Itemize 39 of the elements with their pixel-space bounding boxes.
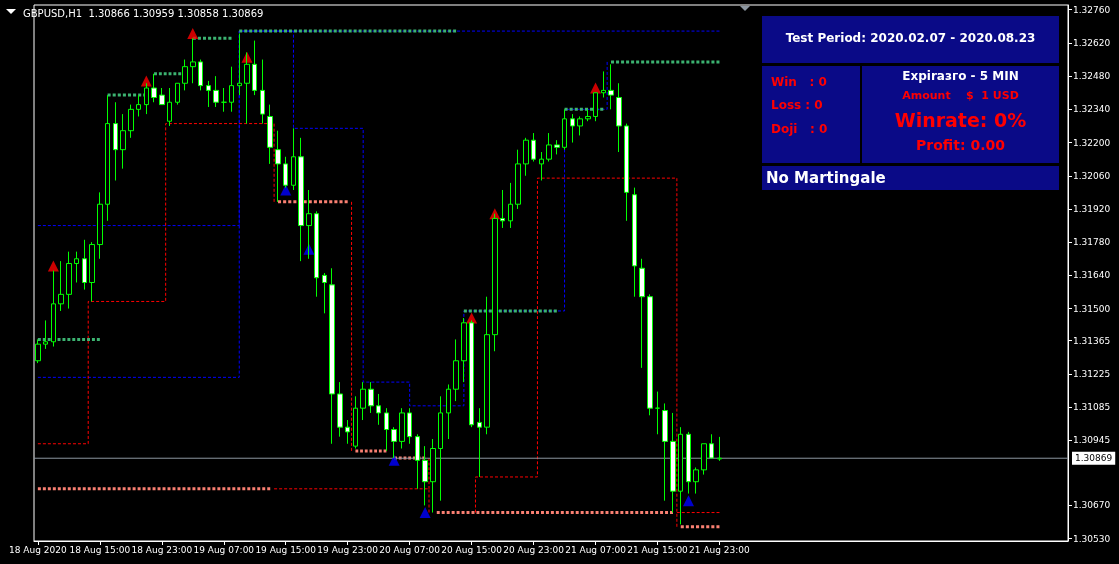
annotation: Win : 0: [771, 75, 827, 89]
annotation: Test Period: 2020.02.07 - 2020.08.23: [784, 31, 1037, 45]
y-tick-label: 1.31085: [1073, 402, 1111, 412]
y-tick-label: 1.31365: [1073, 335, 1111, 346]
annotation: Winrate: 0%: [893, 109, 1028, 131]
annotation: Expiraзго - 5 MIN: [901, 69, 1020, 83]
y-tick-label: 1.30670: [1073, 500, 1111, 511]
annotation: Amount $ 1 USD: [901, 89, 1020, 102]
y-tick-label: 1.32340: [1073, 104, 1111, 115]
annotation: Profit: 0.00: [915, 137, 1006, 153]
x-tick-label: 19 Aug 23:00: [317, 544, 379, 555]
y-tick-label: 1.32620: [1073, 37, 1111, 48]
y-tick-label: 1.32480: [1073, 71, 1111, 82]
y-tick-label: 1.32760: [1073, 4, 1111, 15]
y-tick-label: 1.30945: [1073, 435, 1111, 446]
annotation: Doji : 0: [771, 122, 828, 136]
y-tick-label: 1.31640: [1073, 270, 1111, 281]
x-tick-label: 20 Aug 07:00: [379, 544, 441, 555]
y-tick-label: 1.31500: [1073, 303, 1111, 314]
x-tick-label: 18 Aug 15:00: [69, 544, 131, 555]
x-tick-label: 19 Aug 07:00: [193, 544, 255, 555]
x-tick-label: 18 Aug 2020: [9, 544, 67, 555]
annotation: No Martingale: [766, 169, 886, 187]
x-tick-label: 21 Aug 15:00: [627, 544, 689, 555]
annotation: Loss : 0: [771, 98, 823, 112]
y-tick-label: 1.32060: [1073, 170, 1111, 181]
ref-line-label: 1.30869: [1075, 453, 1113, 464]
y-tick-label: 1.31780: [1073, 237, 1111, 248]
x-tick-label: 21 Aug 23:00: [689, 544, 751, 555]
y-tick-label: 1.30530: [1073, 533, 1111, 544]
x-tick-label: 19 Aug 15:00: [255, 544, 317, 555]
y-tick-label: 1.31920: [1073, 203, 1111, 214]
y-tick-label: 1.32200: [1073, 137, 1111, 148]
y-tick-label: 1.31225: [1073, 368, 1111, 379]
x-tick-label: 18 Aug 23:00: [131, 544, 193, 555]
x-tick-label: 20 Aug 23:00: [503, 544, 565, 555]
x-tick-label: 21 Aug 07:00: [565, 544, 627, 555]
chart-title: GBPUSD,H1 1.30866 1.30959 1.30858 1.30869: [23, 7, 264, 19]
x-tick-label: 20 Aug 15:00: [441, 544, 503, 555]
